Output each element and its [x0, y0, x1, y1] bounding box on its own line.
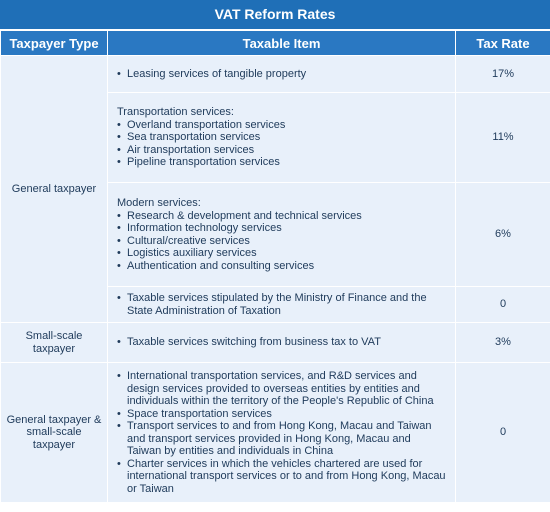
bullet-icon: • — [117, 336, 121, 349]
table-row: Modern services: • Research & development … — [1, 182, 550, 287]
bullet-icon: • — [117, 457, 121, 470]
list-item-text: Taxable services switching from business… — [127, 336, 381, 349]
list-item: • Pipeline transportation services — [117, 156, 447, 169]
table-body: General taxpayer • Leasing services of tan… — [0, 55, 550, 503]
taxable-item-list: • International transportation services, … — [117, 370, 447, 495]
list-item: • Logistics auxiliary services — [117, 247, 447, 260]
table-title: VAT Reform Rates — [0, 0, 550, 30]
list-item-text: Overland transportation services — [127, 118, 286, 131]
taxable-item-list: • Taxable services switching from busines… — [117, 336, 447, 349]
list-item-text: Air transportation services — [127, 143, 255, 156]
list-item: • Charter services in which the vehicles … — [117, 458, 447, 496]
table-row: Transportation services: • Overland transp… — [1, 92, 550, 183]
list-item-text: Taxable services stipulated by the Minis… — [127, 292, 427, 317]
tax-rate-cell: 0 — [455, 362, 550, 503]
table-row: General taxpayer & small-scale taxpayer •… — [0, 362, 550, 503]
list-item: • Taxable services stipulated by the Mini… — [117, 292, 447, 317]
taxable-item-list: • Taxable services stipulated by the Mini… — [117, 292, 447, 317]
list-item-text: Space transportation services — [127, 407, 272, 420]
bullet-icon: • — [117, 234, 121, 247]
bullet-icon: • — [117, 67, 121, 80]
header-tax-rate: Tax Rate — [455, 30, 550, 56]
list-item: • Information technology services — [117, 222, 447, 235]
bullet-icon: • — [117, 407, 121, 420]
bullet-icon: • — [117, 143, 121, 156]
bullet-icon: • — [117, 292, 121, 304]
list-item: • Air transportation services — [117, 144, 447, 157]
taxable-item-cell: • Leasing services of tangible property — [107, 55, 456, 93]
list-item-text: Authentication and consulting services — [127, 259, 315, 272]
list-item: • Overland transportation services — [117, 119, 447, 132]
header-taxpayer-type: Taxpayer Type — [0, 30, 108, 56]
taxable-item-cell: Modern services: • Research & development … — [107, 182, 456, 287]
list-item-text: Pipeline transportation services — [127, 156, 280, 169]
bullet-icon: • — [117, 420, 121, 432]
taxable-item-list: • Overland transportation services • Sea tr… — [117, 119, 447, 169]
list-item: • International transportation services, … — [117, 370, 447, 408]
item-group-heading: Transportation services: — [117, 106, 234, 119]
bullet-icon: • — [117, 209, 121, 222]
list-item-text: Leasing services of tangible property — [127, 67, 307, 80]
list-item-text: International transportation services, a… — [127, 370, 434, 407]
bullet-icon: • — [117, 222, 121, 234]
tax-rate-cell: 0 — [455, 286, 550, 323]
bullet-icon: • — [117, 370, 121, 382]
bullet-icon: • — [117, 156, 121, 169]
taxable-item-cell: Transportation services: • Overland transp… — [107, 92, 456, 183]
table-row: General taxpayer • Leasing services of tan… — [0, 55, 550, 323]
tax-rate-cell: 17% — [455, 55, 550, 93]
bullet-icon: • — [117, 259, 121, 272]
taxable-item-list: • Research & development and technical se… — [117, 210, 447, 273]
tax-rate-cell: 3% — [455, 322, 550, 363]
list-item: • Sea transportation services — [117, 131, 447, 144]
taxable-item-cell: • Taxable services switching from busines… — [107, 322, 456, 363]
list-item: • Research & development and technical se… — [117, 210, 447, 223]
list-item-text: Research & development and technical ser… — [127, 209, 362, 222]
header-row: Taxpayer Type Taxable Item Tax Rate — [0, 30, 550, 56]
taxable-item-cell: • International transportation services, … — [107, 362, 456, 503]
vat-rates-table: Taxpayer Type Taxable Item Tax Rate Gene… — [0, 30, 550, 503]
list-item: • Space transportation services — [117, 408, 447, 421]
taxpayer-type-cell: General taxpayer & small-scale taxpayer — [0, 362, 108, 503]
list-item: • Transport services to and from Hong Kon… — [117, 420, 447, 458]
taxable-item-cell: • Taxable services stipulated by the Mini… — [107, 286, 456, 323]
taxpayer-type-cell: Small-scale taxpayer — [0, 322, 108, 363]
list-item-text: Sea transportation services — [127, 131, 261, 144]
list-item-text: Cultural/creative services — [127, 234, 250, 247]
header-taxable-item: Taxable Item — [107, 30, 456, 56]
list-item: • Leasing services of tangible property — [117, 68, 447, 81]
tax-rate-cell: 11% — [455, 92, 550, 183]
list-item-text: Transport services to and from Hong Kong… — [127, 420, 432, 457]
list-item: • Taxable services switching from busines… — [117, 336, 447, 349]
list-item: • Cultural/creative services — [117, 235, 447, 248]
bullet-icon: • — [117, 131, 121, 144]
tax-rate-cell: 6% — [455, 182, 550, 287]
table-row: • Taxable services stipulated by the Mini… — [1, 286, 550, 323]
table-row: Small-scale taxpayer • Taxable services sw… — [0, 322, 550, 363]
list-item-text: Logistics auxiliary services — [127, 247, 257, 259]
list-item-text: Charter services in which the vehicles c… — [127, 457, 446, 495]
bullet-icon: • — [117, 118, 121, 131]
bullet-icon: • — [117, 247, 121, 259]
item-group-heading: Modern services: — [117, 197, 201, 209]
taxable-item-list: • Leasing services of tangible property — [117, 68, 447, 81]
list-item-text: Information technology services — [127, 222, 282, 234]
taxpayer-type-cell: General taxpayer — [0, 55, 108, 323]
list-item: • Authentication and consulting services — [117, 260, 447, 273]
